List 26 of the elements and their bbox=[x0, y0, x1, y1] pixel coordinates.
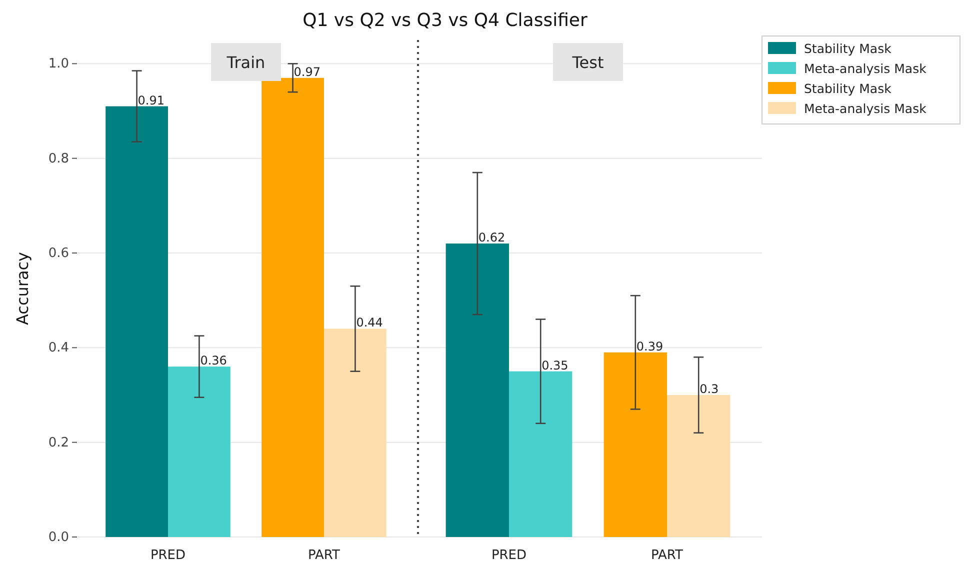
text: Test bbox=[571, 53, 604, 72]
data-label: 0.97 bbox=[294, 64, 321, 79]
legend-label: Meta-analysis Mask bbox=[804, 61, 928, 76]
y-tick-label: 0.4 bbox=[48, 340, 69, 356]
legend-label: Meta-analysis Mask bbox=[804, 101, 928, 116]
x-tick-label: PRED bbox=[491, 548, 527, 563]
y-tick-label: 0.0 bbox=[48, 530, 69, 545]
text: Train bbox=[226, 53, 266, 72]
y-tick-label: 0.6 bbox=[48, 246, 69, 261]
y-tick-label: 0.2 bbox=[48, 435, 69, 450]
chart-title: Q1 vs Q2 vs Q3 vs Q4 Classifier bbox=[302, 10, 588, 31]
x-tick-label: PART bbox=[308, 548, 340, 563]
legend-label: Stability Mask bbox=[804, 81, 892, 96]
data-label: 0.35 bbox=[542, 358, 568, 372]
data-label: 0.39 bbox=[636, 339, 664, 354]
legend-label: Stability Mask bbox=[804, 41, 892, 56]
y-axis-title: Accuracy bbox=[13, 252, 32, 326]
data-label: 0.91 bbox=[138, 93, 165, 108]
x-tick-label: PART bbox=[651, 548, 684, 563]
data-label: 0.36 bbox=[200, 354, 227, 368]
data-label: 0.3 bbox=[700, 382, 719, 396]
x-tick-label: PRED bbox=[150, 548, 186, 563]
data-label: 0.44 bbox=[356, 316, 383, 330]
y-tick-label: 0.8 bbox=[48, 151, 69, 166]
data-label: 0.62 bbox=[478, 230, 506, 245]
y-tick-label: 1.0 bbox=[48, 56, 69, 72]
